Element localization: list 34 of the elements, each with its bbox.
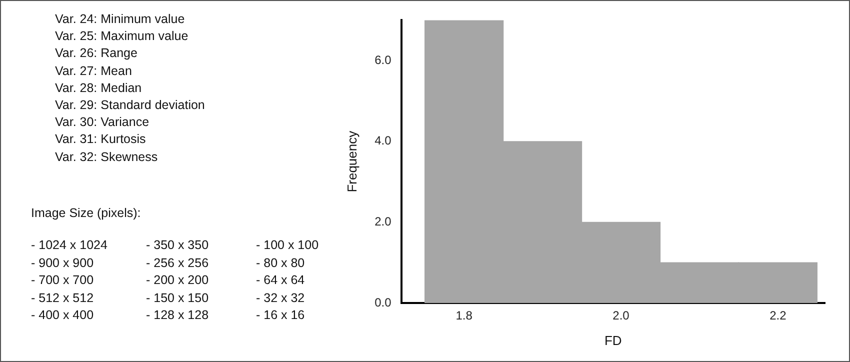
y-tick-label: 0.0 [374, 295, 392, 310]
text: - 150 x 150 [146, 290, 209, 304]
text: Var. 26: Range [55, 45, 138, 62]
x-tick-label: 1.8 [456, 308, 473, 323]
y-tick-label: 2.0 [374, 214, 392, 229]
text: Var. 28: Median [55, 80, 143, 97]
text: - 512 x 512 [31, 290, 94, 304]
text: - 256 x 256 [146, 256, 209, 270]
text: - 32 x 32 [256, 290, 305, 304]
text: - 128 x 128 [146, 308, 209, 322]
text: - 400 x 400 [31, 308, 94, 322]
y-axis-title: Frequency [344, 130, 360, 192]
text: Var. 24: Minimum value [55, 11, 186, 28]
text: - 900 x 900 [31, 256, 94, 270]
text: Var. 31: Kurtosis [55, 131, 147, 148]
text: - 1024 x 1024 [31, 238, 108, 252]
x-axis-title: FD [604, 332, 622, 348]
text: Var. 30: Variance [55, 114, 150, 132]
text: - 64 x 64 [256, 273, 305, 287]
y-tick-label: 4.0 [374, 134, 392, 148]
text: Var. 25: Maximum value [55, 28, 190, 46]
y-tick-label: 6.0 [374, 52, 392, 67]
text: Image Size (pixels): [31, 206, 142, 220]
text: Var. 29: Standard deviation [55, 97, 205, 114]
x-tick-label: 2.2 [770, 308, 787, 323]
text: Var. 27: Mean [55, 62, 133, 80]
text: - 80 x 80 [256, 256, 305, 270]
text: - 700 x 700 [31, 273, 94, 287]
text: - 350 x 350 [146, 238, 209, 252]
text: - 200 x 200 [146, 273, 209, 287]
text: Var. 32: Skewness [55, 148, 159, 166]
text: - 100 x 100 [256, 238, 319, 252]
text: - 16 x 16 [256, 308, 305, 322]
x-tick-label: 2.0 [612, 308, 630, 323]
